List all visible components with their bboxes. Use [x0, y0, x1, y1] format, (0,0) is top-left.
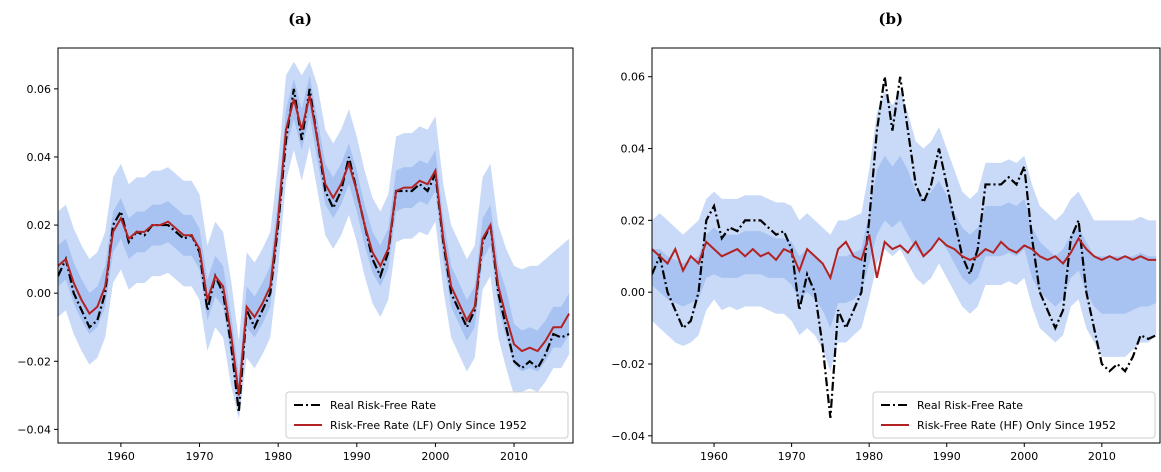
confidence-band [652, 91, 1157, 372]
legend: Real Risk-Free Rate Risk-Free Rate (LF) O… [285, 391, 569, 439]
legend-label: Real Risk-Free Rate [330, 399, 436, 412]
chart-title: (b) [878, 10, 903, 28]
confidence-band [652, 155, 1157, 329]
chart-title: (a) [288, 10, 312, 28]
x-tick-label: 1960 [107, 450, 135, 463]
x-tick-label: 1970 [186, 450, 214, 463]
x-tick-label: 1990 [343, 450, 371, 463]
series-line [652, 76, 1157, 418]
plot-area [652, 76, 1157, 418]
confidence-band [58, 75, 570, 416]
x-tick-label: 1980 [855, 450, 883, 463]
legend-box [285, 391, 569, 439]
x-tick-label: 1990 [933, 450, 961, 463]
y-tick-label: 0.02 [27, 219, 52, 232]
x-tick-label: 1960 [700, 450, 728, 463]
axes-frame [57, 47, 574, 444]
series-line [58, 88, 570, 413]
y-tick-label: −0.04 [17, 423, 51, 436]
legend: Real Risk-Free Rate Risk-Free Rate (HF) O… [872, 391, 1156, 439]
legend-label: Risk-Free Rate (HF) Only Since 1952 [917, 419, 1116, 432]
x-tick-label: 2010 [500, 450, 528, 463]
series-line [58, 95, 570, 396]
y-tick-label: 0.00 [621, 286, 646, 299]
y-tick-label: −0.02 [611, 358, 645, 371]
legend-label: Risk-Free Rate (LF) Only Since 1952 [330, 419, 527, 432]
legend-box [872, 391, 1156, 439]
y-tick-label: 0.04 [27, 151, 52, 164]
legend-label: Real Risk-Free Rate [917, 399, 1023, 412]
y-tick-label: 0.04 [621, 143, 646, 156]
x-tick-label: 2000 [421, 450, 449, 463]
y-tick-label: 0.06 [27, 83, 52, 96]
plot-area [58, 61, 570, 420]
y-tick-label: 0.02 [621, 214, 646, 227]
y-tick-label: −0.04 [611, 430, 645, 443]
x-tick-label: 2010 [1088, 450, 1116, 463]
x-tick-label: 1980 [264, 450, 292, 463]
x-tick-label: 1970 [778, 450, 806, 463]
y-tick-label: 0.00 [27, 287, 52, 300]
y-tick-label: −0.02 [17, 355, 51, 368]
axes-frame [651, 47, 1161, 444]
y-tick-label: 0.06 [621, 71, 646, 84]
x-tick-label: 2000 [1010, 450, 1038, 463]
series-line [652, 234, 1157, 281]
